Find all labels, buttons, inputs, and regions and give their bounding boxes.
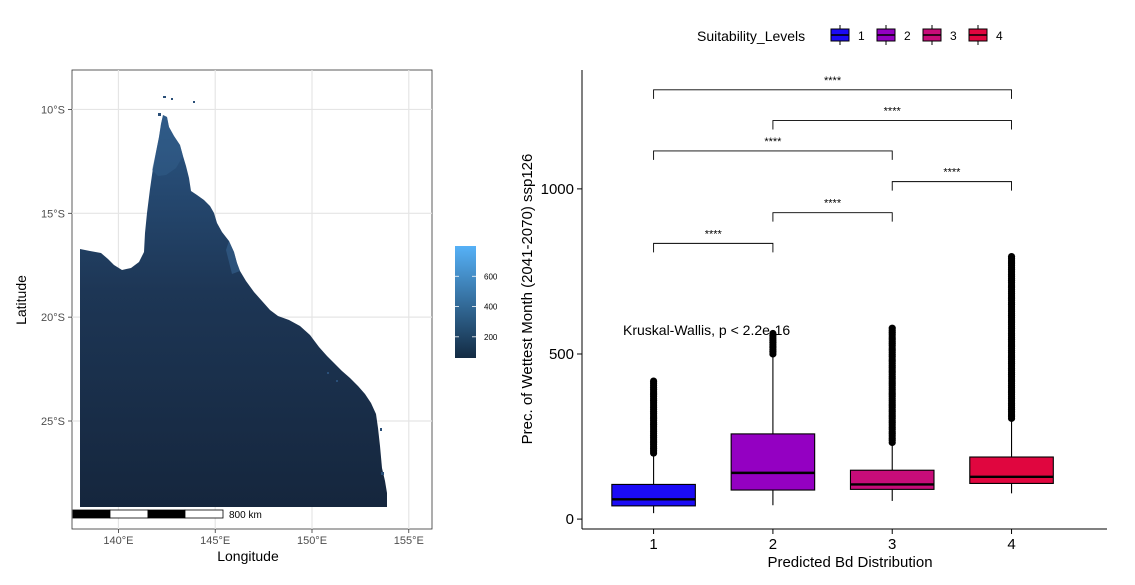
comparison-bracket	[653, 242, 774, 253]
colorbar-ticks: 200 400 600	[455, 272, 498, 342]
outlier-point	[1007, 252, 1016, 261]
x-tick-label: 2	[769, 536, 777, 553]
legend-title: Suitability_Levels	[697, 28, 805, 44]
comparison-bracket	[653, 150, 893, 160]
coastal-highlight	[226, 241, 240, 274]
outlier-point	[888, 324, 896, 332]
box-2	[730, 433, 816, 491]
map-y-ticks: 10°S 15°S 20°S 25°S	[41, 104, 72, 428]
significance-label: ****	[705, 228, 723, 240]
map-x-tick-label: 145°E	[200, 535, 230, 547]
y-tick-label: 1000	[541, 181, 574, 198]
map-y-tick-label: 25°S	[41, 416, 65, 428]
boxplot-x-axis-title: Predicted Bd Distribution	[767, 554, 932, 571]
colorbar-tick-label: 400	[484, 303, 498, 312]
box-4	[969, 456, 1054, 484]
map-x-tick-label: 155°E	[394, 535, 424, 547]
y-ticks: 0 500 1000	[541, 181, 582, 528]
map-x-tick-label: 150°E	[297, 535, 327, 547]
map-y-tick-label: 10°S	[41, 104, 65, 116]
comparison-bracket	[891, 181, 1012, 191]
box-group-3	[849, 324, 935, 501]
legend-items: 1 2 3 4	[830, 25, 1003, 45]
box-group-1	[611, 377, 696, 514]
legend-label: 4	[996, 29, 1003, 43]
legend-label: 2	[904, 29, 911, 43]
boxplot-y-axis-title: Prec. of Wettest Month (2041-2070) ssp12…	[519, 154, 536, 445]
map-y-tick-label: 20°S	[41, 312, 65, 324]
legend: Suitability_Levels 1 2 3 4	[697, 25, 1003, 45]
comparison-bracket	[772, 212, 893, 222]
box-group-4	[969, 252, 1054, 494]
map-x-ticks: 140°E 145°E 150°E 155°E	[103, 529, 424, 547]
scale-bar-label: 800 km	[229, 510, 262, 521]
comparison-brackets: **** **** **** **** **** ****	[653, 75, 1012, 253]
kruskal-wallis-annotation: Kruskal-Wallis, p < 2.2e-16	[623, 322, 790, 338]
colorbar-tick-label: 600	[484, 272, 498, 281]
offshore-islands	[158, 96, 384, 475]
cape-york-highlight	[152, 115, 183, 176]
y-tick-label: 0	[566, 511, 574, 528]
legend-item-2: 2	[876, 25, 911, 45]
queensland-raster	[80, 115, 387, 507]
x-tick-label: 4	[1007, 536, 1015, 553]
outlier-point	[769, 329, 777, 338]
map-x-tick-label: 140°E	[103, 535, 133, 547]
legend-item-4: 4	[968, 25, 1003, 45]
significance-label: ****	[943, 167, 961, 179]
comparison-bracket	[653, 89, 1012, 99]
map-panel: 800 km 140°E 145°E 150°E 155°E 10°S 15°S 20°S…	[13, 69, 498, 564]
legend-item-3: 3	[922, 25, 957, 45]
box-3	[849, 469, 935, 490]
colorbar-gradient	[455, 246, 476, 358]
legend-label: 3	[950, 29, 957, 43]
boxes	[611, 252, 1054, 514]
legend-item-1: 1	[830, 25, 865, 45]
x-ticks: 1 2 3 4	[649, 529, 1016, 553]
significance-label: ****	[824, 198, 842, 210]
scale-bar: 800 km	[72, 509, 262, 521]
colorbar-tick-label: 200	[484, 333, 498, 342]
significance-label: ****	[764, 136, 782, 148]
outlier-point	[649, 377, 658, 385]
comparison-bracket	[772, 120, 1012, 130]
map-y-tick-label: 15°S	[41, 208, 65, 220]
boxplot-panel: Suitability_Levels 1 2 3 4 0 500 1000 1 2 3 4 **…	[519, 25, 1107, 571]
box-group-2	[730, 329, 816, 506]
y-tick-label: 500	[549, 346, 574, 363]
map-x-axis-title: Longitude	[217, 548, 279, 564]
significance-label: ****	[884, 106, 902, 118]
x-tick-label: 3	[888, 536, 896, 553]
map-y-axis-title: Latitude	[13, 275, 29, 325]
colorbar: 200 400 600	[455, 246, 498, 358]
legend-label: 1	[858, 29, 865, 43]
x-tick-label: 1	[649, 536, 657, 553]
box-1	[611, 483, 696, 507]
significance-label: ****	[824, 75, 842, 87]
